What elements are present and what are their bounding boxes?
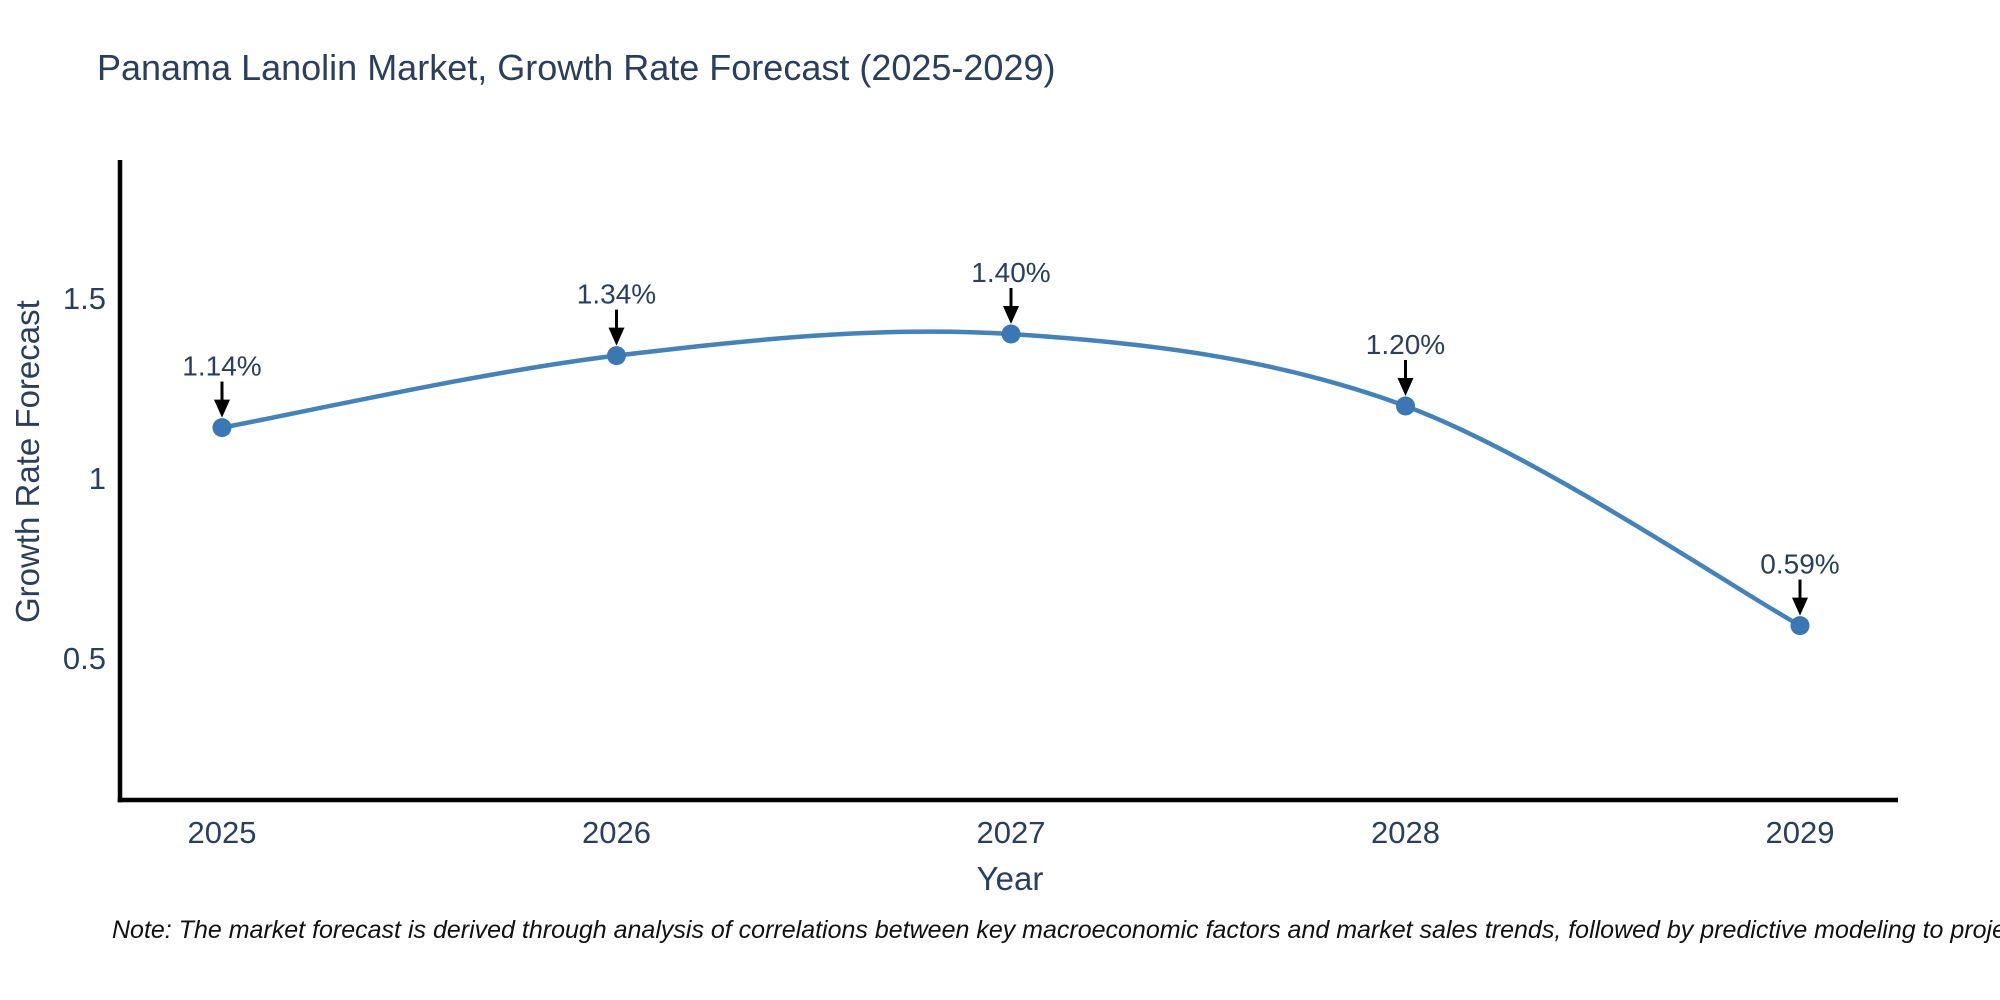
annotation-arrowhead [1397,378,1414,396]
y-tick-label: 1.5 [63,281,106,316]
x-tick-label: 2027 [977,815,1046,850]
chart-title: Panama Lanolin Market, Growth Rate Forec… [97,47,1056,88]
x-tick-label: 2029 [1766,815,1835,850]
annotation-arrowhead [608,327,625,346]
point-value-label: 1.34% [577,279,656,310]
point-value-label: 1.20% [1366,329,1445,360]
point-value-label: 0.59% [1760,549,1839,580]
forecast-line [221,329,1802,628]
x-axis-title: Year [976,860,1044,897]
annotation-arrowhead [1792,597,1808,616]
y-tick-label: 0.5 [63,641,106,676]
data-point[interactable] [1001,324,1021,344]
data-point[interactable] [607,346,626,366]
footnote: Note: The market forecast is derived thr… [112,916,2000,944]
x-tick-label: 2025 [188,815,257,850]
annotation-arrowhead [214,399,230,418]
y-tick-label: 1 [89,461,106,496]
x-tick-label: 2026 [582,815,651,850]
point-value-label: 1.14% [182,351,261,382]
x-tick-label: 2028 [1371,815,1440,850]
data-point[interactable] [212,418,232,438]
data-point[interactable] [1396,396,1415,416]
data-point[interactable] [1790,616,1810,636]
point-value-label: 1.40% [971,257,1050,288]
annotation-arrowhead [1003,306,1019,324]
